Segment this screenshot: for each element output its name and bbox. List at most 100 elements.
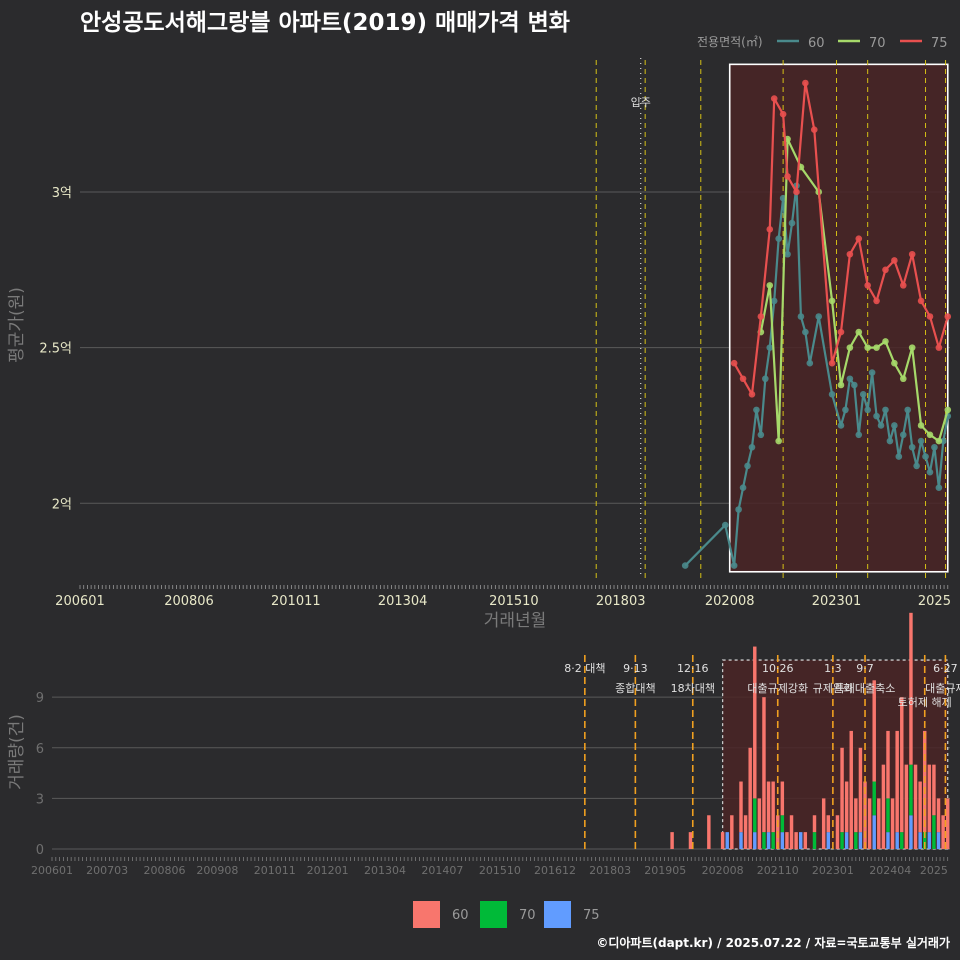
volume-bar-60 xyxy=(748,747,752,849)
data-point-75 xyxy=(935,344,943,351)
volume-legend-key-60 xyxy=(413,901,440,928)
data-point-60 xyxy=(735,506,742,513)
volume-bar-70 xyxy=(780,815,785,833)
policy-label-name: 특례대출축소 xyxy=(835,682,896,695)
volume-x-tick-label: 201407 xyxy=(421,864,463,877)
data-point-60 xyxy=(851,381,858,389)
volume-plot: 0 3 6 9 8·2 대책 9·13 종합대책 12·16 18차대책 10·26 대출규제강화 1… xyxy=(31,612,960,877)
volume-bar-60 xyxy=(688,832,693,849)
volume-legend-key-75 xyxy=(544,901,571,928)
volume-bar-60 xyxy=(909,612,913,765)
volume-bar-75 xyxy=(927,832,932,849)
highlight-region xyxy=(728,63,949,573)
volume-y-tick-label: 3 xyxy=(36,792,44,807)
data-point-60 xyxy=(899,431,907,439)
volume-bar-60 xyxy=(858,747,863,833)
policy-label-name: 규제완화 xyxy=(813,682,853,695)
data-point-60 xyxy=(828,391,836,398)
volume-bar-75 xyxy=(780,832,785,849)
volume-bar-75 xyxy=(858,832,863,849)
volume-bar-60 xyxy=(762,697,766,833)
data-point-70 xyxy=(873,344,880,351)
policy-label-date: 6·27 xyxy=(933,662,958,675)
legend-label-75: 75 xyxy=(931,36,948,51)
volume-y-tick-label: 6 xyxy=(36,742,44,757)
data-point-75 xyxy=(757,313,765,320)
volume-bar-75 xyxy=(725,832,729,849)
policy-label-date: 1·3 xyxy=(824,662,842,675)
volume-x-tick-label: 201612 xyxy=(534,864,576,877)
volume-x-tick-label: 201011 xyxy=(254,864,296,877)
data-point-75 xyxy=(899,282,907,289)
volume-bar-60 xyxy=(707,815,711,849)
volume-legend-label-60: 60 xyxy=(452,908,469,923)
volume-x-tick-label: 201201 xyxy=(307,864,349,877)
policy-label-name: 토허제 해제 xyxy=(898,695,952,709)
volume-bar-70 xyxy=(923,832,927,849)
data-point-70 xyxy=(864,344,871,351)
data-point-60 xyxy=(806,359,814,367)
price-x-tick-label: 2025 xyxy=(918,594,951,609)
price-y-tick-label: 3억 xyxy=(52,186,72,201)
volume-bar-60 xyxy=(945,798,950,849)
volume-bar-75 xyxy=(826,832,830,849)
volume-bar-70 xyxy=(854,832,858,849)
volume-bar-60 xyxy=(932,764,936,816)
price-x-tick-label: 201510 xyxy=(489,594,539,609)
data-point-60 xyxy=(744,462,751,470)
volume-bar-60 xyxy=(872,680,876,782)
volume-x-tick-label: 200703 xyxy=(86,864,128,877)
data-point-75 xyxy=(828,359,836,367)
volume-legend-label-70: 70 xyxy=(519,908,536,923)
data-point-70 xyxy=(882,338,889,345)
volume-bar-60 xyxy=(844,781,849,833)
volume-bar-60 xyxy=(854,798,858,833)
price-x-axis-title: 거래년월 xyxy=(484,611,547,631)
volume-bar-70 xyxy=(753,798,757,833)
data-point-70 xyxy=(926,431,934,439)
volume-bar-70 xyxy=(762,832,766,849)
data-point-60 xyxy=(855,431,863,439)
volume-bar-60 xyxy=(895,730,899,833)
data-point-75 xyxy=(739,375,747,383)
data-point-60 xyxy=(753,406,760,414)
price-y-axis-title: 평균가(원) xyxy=(7,287,27,363)
volume-bar-60 xyxy=(890,798,895,849)
volume-x-tick-label: 202404 xyxy=(869,864,911,877)
volume-bar-60 xyxy=(840,747,844,833)
data-point-75 xyxy=(770,95,778,102)
data-point-70 xyxy=(899,375,907,383)
data-point-75 xyxy=(855,235,863,242)
data-point-60 xyxy=(842,406,849,414)
volume-bar-75 xyxy=(872,815,876,849)
volume-bar-75 xyxy=(909,815,913,849)
data-point-60 xyxy=(788,219,796,227)
volume-bar-60 xyxy=(812,815,817,833)
data-point-60 xyxy=(797,313,805,320)
data-point-75 xyxy=(944,313,952,320)
volume-bar-60 xyxy=(789,815,794,849)
volume-bar-60 xyxy=(743,815,748,849)
volume-bar-75 xyxy=(918,832,922,849)
data-point-60 xyxy=(837,422,845,429)
volume-bar-60 xyxy=(753,646,757,799)
data-point-75 xyxy=(748,391,756,398)
data-point-75 xyxy=(917,297,925,305)
data-point-60 xyxy=(681,562,689,569)
data-point-70 xyxy=(766,282,774,289)
data-point-70 xyxy=(855,328,863,336)
volume-bar-60 xyxy=(730,815,734,849)
volume-bar-60 xyxy=(936,798,941,833)
volume-bar-70 xyxy=(840,832,844,849)
volume-x-tick-label: 201905 xyxy=(644,864,686,877)
policy-label-name: 종합대책 xyxy=(615,682,655,695)
data-point-75 xyxy=(908,250,916,258)
data-point-60 xyxy=(739,484,747,492)
policy-label-date: 12·16 xyxy=(677,662,709,675)
volume-bar-60 xyxy=(785,832,789,849)
data-point-60 xyxy=(748,443,756,451)
volume-bar-75 xyxy=(766,832,771,849)
volume-x-tick-label: 200806 xyxy=(144,864,186,877)
data-point-60 xyxy=(846,375,854,383)
volume-bar-60 xyxy=(927,764,932,833)
